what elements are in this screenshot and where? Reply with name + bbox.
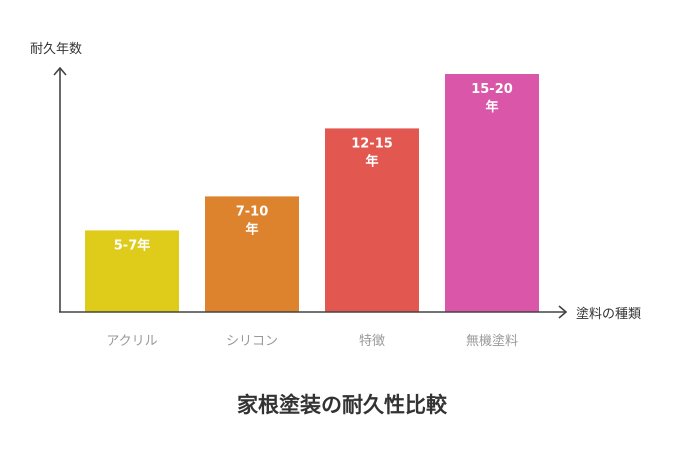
bar-3	[325, 128, 419, 312]
x-tick-label: 無機塗料	[466, 333, 518, 349]
x-axis-arrow-icon	[558, 305, 568, 319]
bar-value-label: 7-10 年	[236, 204, 269, 237]
x-tick-label: 特徴	[359, 334, 385, 349]
axes-layer	[53, 66, 568, 319]
x-tick-label: アクリル	[106, 334, 157, 349]
bar-2	[205, 196, 299, 312]
bar-value-label: 12-15 年	[351, 136, 393, 169]
y-axis-arrow-icon	[53, 66, 67, 76]
bar-4	[445, 74, 539, 312]
bars-layer	[85, 74, 539, 312]
chart-title: 家根塗装の耐久性比較	[237, 393, 447, 417]
bar-1	[85, 230, 179, 312]
x-axis-title: 塗料の種類	[576, 307, 642, 322]
y-axis-title: 耐久年数	[30, 42, 83, 57]
bar-value-label: 15-20 年	[471, 82, 513, 115]
bar-value-label: 5-7年	[114, 237, 151, 253]
x-tick-label: シリコン	[226, 334, 278, 349]
